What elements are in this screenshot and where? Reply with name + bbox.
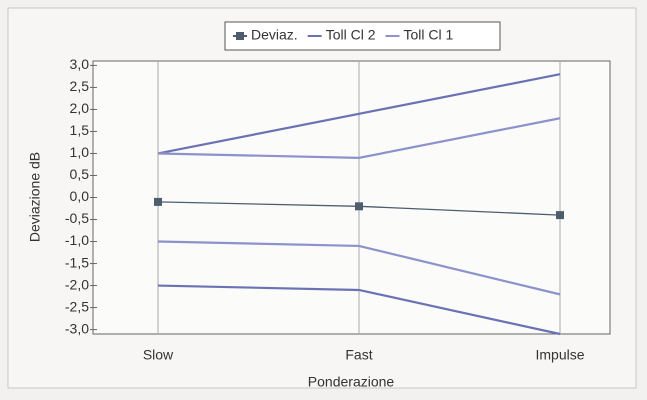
x-tick-label: Fast — [345, 347, 372, 363]
legend-label: Toll Cl 1 — [403, 27, 453, 43]
series-line — [157, 284, 561, 336]
y-tick-label: 3,0 — [70, 56, 90, 72]
x-axis-label: Ponderazione — [308, 374, 395, 390]
marker — [556, 211, 564, 220]
legend-label: Toll Cl 2 — [326, 27, 376, 43]
y-tick-label: -1,5 — [65, 254, 89, 270]
legend-box — [224, 21, 501, 51]
y-tick-label: -3,0 — [65, 320, 89, 336]
legend-marker — [236, 32, 244, 40]
y-tick-label: -2,5 — [65, 298, 89, 314]
y-tick-label: 2,0 — [70, 100, 90, 116]
y-tick-label: 0,5 — [70, 166, 90, 182]
y-tick-label: 2,5 — [70, 78, 90, 94]
series-line — [157, 117, 561, 159]
legend-label: Deviaz. — [251, 27, 298, 43]
x-tick-label: Impulse — [535, 347, 584, 363]
y-tick-label: -0,5 — [65, 210, 89, 226]
marker — [355, 202, 363, 211]
y-tick-label: 1,5 — [70, 122, 90, 138]
plot-area — [92, 60, 611, 335]
x-tick-label: Slow — [143, 347, 174, 363]
y-tick-label: 1,0 — [70, 144, 90, 160]
marker — [154, 197, 162, 206]
y-tick-label: 0,0 — [70, 188, 90, 204]
y-axis-label: Deviazione dB — [27, 152, 43, 242]
series-line — [157, 240, 561, 296]
y-tick-label: -2,0 — [65, 276, 89, 292]
y-tick-label: -1,0 — [65, 232, 89, 248]
series-line — [157, 73, 561, 155]
